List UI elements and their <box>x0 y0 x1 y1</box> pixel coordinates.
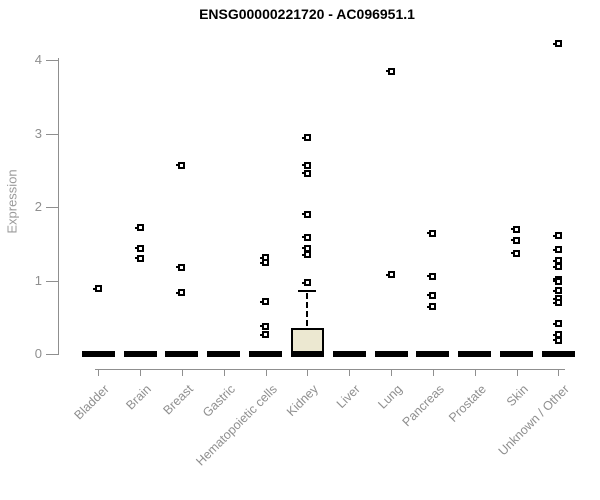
x-tick-label: Liver <box>334 382 364 412</box>
outlier-point <box>511 249 520 257</box>
x-axis-tick <box>265 369 267 376</box>
x-tick-label: Pancreas <box>399 382 447 430</box>
outlier-point <box>552 263 562 271</box>
outlier-point <box>552 246 562 254</box>
outlier-point <box>427 303 437 311</box>
upper-whisker <box>306 292 309 327</box>
outlier-point <box>385 67 395 75</box>
x-tick-label: Bladder <box>71 382 113 423</box>
outlier-point <box>260 331 270 339</box>
x-axis-tick <box>558 369 560 376</box>
outlier-point <box>176 289 186 297</box>
box-median-bar <box>541 351 575 357</box>
outlier-point <box>301 161 311 169</box>
box-median-bar <box>207 351 241 357</box>
x-axis-line <box>95 369 566 370</box>
outlier-point <box>301 169 311 177</box>
outlier-point <box>552 287 562 295</box>
chart-title: ENSG00000221720 - AC096951.1 <box>199 6 415 22</box>
outlier-point <box>92 285 102 293</box>
x-axis-tick <box>223 369 225 376</box>
outlier-point <box>552 299 562 307</box>
y-tick-label: 2 <box>34 199 42 214</box>
outlier-point <box>176 263 186 271</box>
x-axis-tick <box>474 369 476 376</box>
outlier-point <box>134 244 144 252</box>
x-axis-tick <box>391 369 393 376</box>
box-median-bar <box>416 351 450 357</box>
x-axis-tick <box>140 369 142 376</box>
y-tick-label: 1 <box>34 272 42 288</box>
x-tick-label: Brain <box>123 382 155 413</box>
x-tick-label: Skin <box>503 382 531 410</box>
x-axis-tick <box>516 369 518 376</box>
outlier-point <box>301 210 311 218</box>
y-axis-tick <box>46 280 58 282</box>
whisker-cap <box>298 289 317 292</box>
outlier-point <box>301 233 311 241</box>
box-median-bar <box>500 351 533 357</box>
box-median-bar <box>332 351 366 357</box>
x-axis-tick <box>181 369 183 376</box>
outlier-point <box>260 322 270 330</box>
x-tick-label: Lung <box>375 382 405 412</box>
outlier-point <box>552 320 562 328</box>
outlier-point <box>134 224 144 232</box>
outlier-point <box>552 40 562 48</box>
outlier-point <box>301 244 311 252</box>
x-tick-label: Unknown / Other <box>495 382 573 459</box>
outlier-point <box>176 161 186 169</box>
outlier-point <box>301 251 311 259</box>
outlier-point <box>427 229 437 237</box>
x-axis-tick <box>98 369 100 376</box>
x-tick-label: Gastric <box>199 382 238 420</box>
outlier-point <box>511 225 520 233</box>
outlier-point <box>552 336 562 344</box>
y-axis-tick <box>46 207 58 208</box>
y-axis-tick <box>46 60 58 61</box>
box-median-bar <box>249 351 283 357</box>
y-axis-tick <box>46 133 58 135</box>
outlier-point <box>552 232 562 240</box>
outlier-point <box>385 271 395 279</box>
outlier-point <box>301 279 311 287</box>
y-tick-label: 0 <box>34 346 42 361</box>
box-median-bar <box>290 351 324 357</box>
outlier-point <box>301 134 311 142</box>
y-tick-label: 3 <box>34 125 42 141</box>
x-tick-label: Kidney <box>284 382 322 419</box>
x-axis-tick <box>432 369 434 376</box>
outlier-point <box>552 277 562 285</box>
box-median-bar <box>123 351 157 357</box>
box-median-bar <box>458 351 492 357</box>
y-axis-line <box>58 58 59 355</box>
x-tick-label: Prostate <box>445 382 489 425</box>
box-median-bar <box>374 351 408 357</box>
outlier-point <box>427 291 437 299</box>
y-axis-tick <box>46 354 58 355</box>
outlier-point <box>427 272 437 280</box>
outlier-point <box>260 259 270 267</box>
x-axis-tick <box>307 369 309 376</box>
outlier-point <box>134 254 144 262</box>
outlier-point <box>511 236 520 244</box>
outlier-point <box>260 298 270 306</box>
box-median-bar <box>165 351 199 357</box>
y-tick-label: 4 <box>34 52 42 67</box>
x-axis-tick <box>349 369 351 376</box>
x-tick-label: Hematopoietic cells <box>192 382 280 469</box>
x-tick-label: Breast <box>160 382 196 418</box>
box-median-bar <box>81 351 115 357</box>
